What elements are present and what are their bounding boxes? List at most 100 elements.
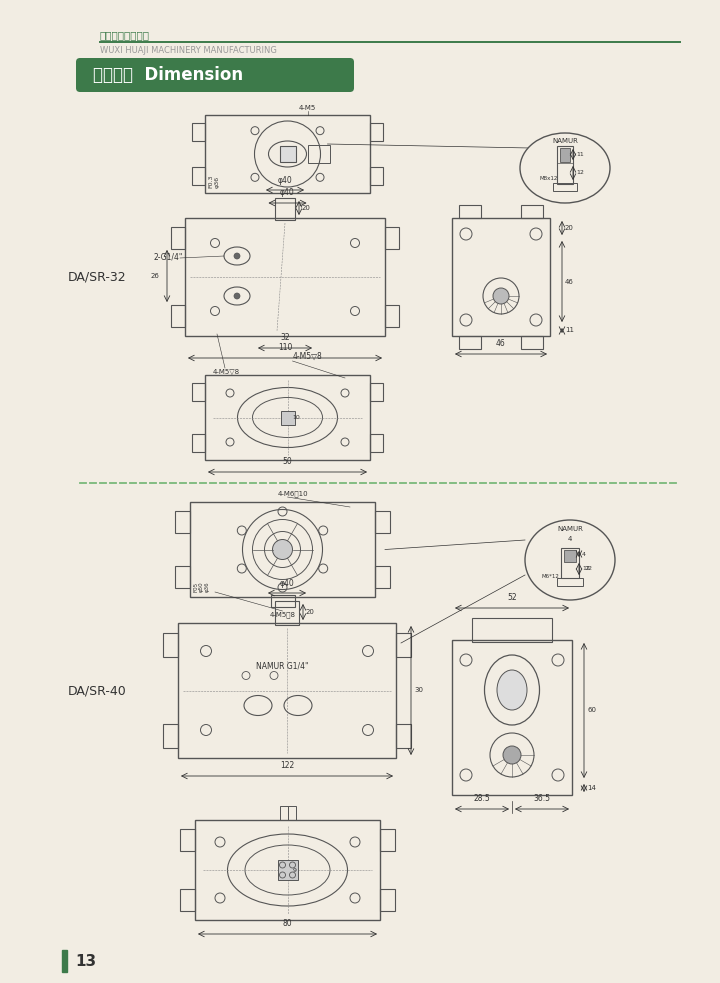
Bar: [557, 578, 583, 586]
Bar: [192, 434, 205, 452]
FancyBboxPatch shape: [76, 58, 354, 92]
Text: M8x12: M8x12: [540, 176, 559, 181]
Text: 4-M6深10: 4-M6深10: [277, 491, 308, 497]
Bar: [553, 183, 577, 191]
Text: φ36: φ36: [215, 176, 220, 188]
Text: 36.5: 36.5: [534, 794, 551, 803]
Bar: [375, 566, 390, 588]
Text: 4: 4: [568, 536, 572, 542]
Text: NAMUR: NAMUR: [552, 138, 578, 144]
Text: 26: 26: [151, 273, 160, 279]
Text: φ40: φ40: [278, 176, 292, 185]
Bar: [521, 205, 543, 218]
Text: 外形尺尺  Dimension: 外形尺尺 Dimension: [93, 66, 243, 84]
Circle shape: [234, 253, 240, 259]
Bar: [180, 829, 195, 851]
Bar: [561, 548, 579, 578]
Text: 50: 50: [283, 457, 292, 466]
Bar: [307, 145, 330, 163]
Bar: [396, 724, 411, 748]
Bar: [192, 167, 205, 185]
Text: 11: 11: [565, 327, 574, 333]
Bar: [385, 305, 399, 327]
Text: 20: 20: [302, 205, 311, 211]
Text: DA/SR-32: DA/SR-32: [68, 270, 127, 283]
Bar: [175, 511, 190, 533]
Bar: [281, 411, 294, 425]
Text: M6*12: M6*12: [542, 574, 560, 579]
Bar: [396, 633, 411, 657]
Ellipse shape: [520, 133, 610, 203]
Text: 2-G1/4": 2-G1/4": [153, 253, 182, 262]
Text: 4: 4: [582, 551, 586, 556]
Bar: [557, 146, 573, 184]
Circle shape: [234, 293, 240, 299]
Bar: [370, 123, 383, 141]
Text: 11: 11: [576, 152, 584, 157]
Bar: [175, 566, 190, 588]
Bar: [370, 383, 383, 401]
Text: 4-M5▽8: 4-M5▽8: [292, 352, 323, 361]
Text: 52: 52: [507, 593, 517, 602]
Bar: [275, 198, 295, 220]
Text: 20: 20: [306, 609, 315, 615]
Circle shape: [272, 540, 292, 559]
Bar: [271, 595, 294, 607]
Bar: [178, 623, 396, 758]
Text: φ36: φ36: [205, 581, 210, 592]
Text: NAMUR G1/4": NAMUR G1/4": [256, 662, 308, 670]
Text: F0.3: F0.3: [208, 175, 213, 188]
Text: φ40: φ40: [279, 579, 294, 588]
Bar: [205, 375, 370, 460]
Bar: [370, 434, 383, 452]
Circle shape: [503, 746, 521, 764]
Bar: [380, 889, 395, 911]
Bar: [275, 601, 299, 625]
Text: NAMUR: NAMUR: [557, 526, 583, 532]
Text: 110: 110: [278, 343, 292, 352]
Bar: [459, 336, 481, 349]
Bar: [279, 806, 287, 820]
Text: φ50: φ50: [199, 581, 204, 592]
Text: 46: 46: [496, 339, 506, 348]
Text: 20: 20: [565, 225, 574, 231]
Bar: [163, 633, 178, 657]
Text: 12: 12: [582, 566, 590, 571]
Bar: [385, 227, 399, 249]
Bar: [472, 618, 552, 642]
Ellipse shape: [497, 670, 527, 710]
Circle shape: [493, 288, 509, 304]
Bar: [279, 146, 295, 162]
Text: 72: 72: [584, 565, 592, 570]
Text: 13: 13: [75, 954, 96, 968]
Bar: [370, 167, 383, 185]
Bar: [521, 336, 543, 349]
Bar: [171, 227, 185, 249]
Ellipse shape: [525, 520, 615, 600]
Bar: [287, 806, 295, 820]
Text: WUXI HUAJI MACHINERY MANUFACTURING: WUXI HUAJI MACHINERY MANUFACTURING: [100, 46, 277, 55]
Bar: [205, 115, 370, 193]
Bar: [277, 860, 297, 880]
Bar: [452, 640, 572, 795]
Text: 12: 12: [576, 170, 584, 176]
Text: 4-M5▽8: 4-M5▽8: [213, 368, 240, 374]
Bar: [171, 305, 185, 327]
Text: 28.5: 28.5: [474, 794, 490, 803]
Text: 122: 122: [280, 761, 294, 770]
Text: 9: 9: [292, 868, 297, 873]
Text: DA/SR-40: DA/SR-40: [68, 684, 127, 697]
Text: 4-M5: 4-M5: [299, 105, 316, 111]
Text: 32: 32: [280, 333, 290, 342]
Bar: [380, 829, 395, 851]
Bar: [564, 550, 576, 562]
Text: F05: F05: [193, 582, 198, 592]
Bar: [375, 511, 390, 533]
Bar: [62, 950, 67, 972]
Bar: [163, 724, 178, 748]
Text: 30: 30: [414, 687, 423, 693]
Bar: [459, 205, 481, 218]
Bar: [560, 148, 570, 162]
Text: 60: 60: [587, 708, 596, 714]
Text: 14: 14: [587, 785, 596, 791]
